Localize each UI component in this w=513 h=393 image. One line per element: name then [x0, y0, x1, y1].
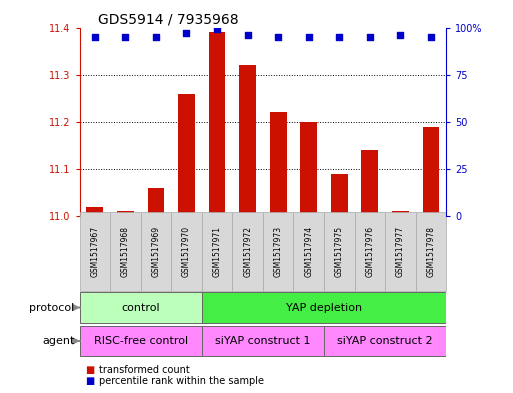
Text: GSM1517967: GSM1517967	[90, 226, 100, 277]
Point	[427, 34, 435, 40]
FancyBboxPatch shape	[324, 326, 446, 356]
Text: percentile rank within the sample: percentile rank within the sample	[99, 376, 264, 386]
Text: GSM1517969: GSM1517969	[151, 226, 161, 277]
Text: GSM1517971: GSM1517971	[212, 226, 222, 277]
Text: protocol: protocol	[29, 303, 74, 312]
FancyBboxPatch shape	[202, 292, 446, 323]
Text: GDS5914 / 7935968: GDS5914 / 7935968	[98, 12, 239, 26]
Bar	[117, 211, 134, 216]
Point	[335, 34, 343, 40]
Text: GSM1517975: GSM1517975	[335, 226, 344, 277]
Text: YAP depletion: YAP depletion	[286, 303, 362, 312]
FancyBboxPatch shape	[202, 326, 324, 356]
Text: GSM1517974: GSM1517974	[304, 226, 313, 277]
Bar	[239, 65, 256, 216]
Bar	[423, 127, 440, 216]
FancyBboxPatch shape	[324, 212, 354, 291]
FancyBboxPatch shape	[110, 212, 141, 291]
Text: GSM1517973: GSM1517973	[274, 226, 283, 277]
Point	[397, 32, 405, 38]
Point	[91, 34, 99, 40]
Text: control: control	[122, 303, 160, 312]
Bar	[270, 112, 287, 216]
FancyBboxPatch shape	[141, 212, 171, 291]
Bar	[331, 174, 348, 216]
Text: RISC-free control: RISC-free control	[93, 336, 188, 346]
FancyBboxPatch shape	[354, 212, 385, 291]
Text: siYAP construct 2: siYAP construct 2	[338, 336, 433, 346]
Text: GSM1517968: GSM1517968	[121, 226, 130, 277]
Text: siYAP construct 1: siYAP construct 1	[215, 336, 311, 346]
FancyBboxPatch shape	[416, 212, 446, 291]
Bar	[178, 94, 195, 216]
Point	[305, 34, 313, 40]
Point	[213, 26, 221, 33]
FancyBboxPatch shape	[80, 212, 110, 291]
Bar	[300, 122, 317, 216]
Text: transformed count: transformed count	[99, 365, 190, 375]
FancyBboxPatch shape	[80, 292, 202, 323]
Text: agent: agent	[42, 336, 74, 346]
Bar	[86, 207, 103, 216]
Text: GSM1517972: GSM1517972	[243, 226, 252, 277]
Bar	[392, 211, 409, 216]
Point	[366, 34, 374, 40]
FancyBboxPatch shape	[171, 212, 202, 291]
Point	[183, 30, 191, 36]
Point	[274, 34, 282, 40]
FancyBboxPatch shape	[385, 212, 416, 291]
Text: GSM1517970: GSM1517970	[182, 226, 191, 277]
Text: GSM1517976: GSM1517976	[365, 226, 374, 277]
Bar	[362, 150, 378, 216]
Text: GSM1517977: GSM1517977	[396, 226, 405, 277]
Text: ■: ■	[85, 376, 94, 386]
Point	[244, 32, 252, 38]
FancyBboxPatch shape	[80, 326, 202, 356]
Bar	[148, 188, 164, 216]
Text: GSM1517978: GSM1517978	[426, 226, 436, 277]
Point	[152, 34, 160, 40]
Point	[121, 34, 129, 40]
FancyBboxPatch shape	[202, 212, 232, 291]
Bar	[209, 32, 226, 216]
FancyBboxPatch shape	[263, 212, 293, 291]
FancyBboxPatch shape	[293, 212, 324, 291]
Text: ■: ■	[85, 365, 94, 375]
FancyBboxPatch shape	[232, 212, 263, 291]
